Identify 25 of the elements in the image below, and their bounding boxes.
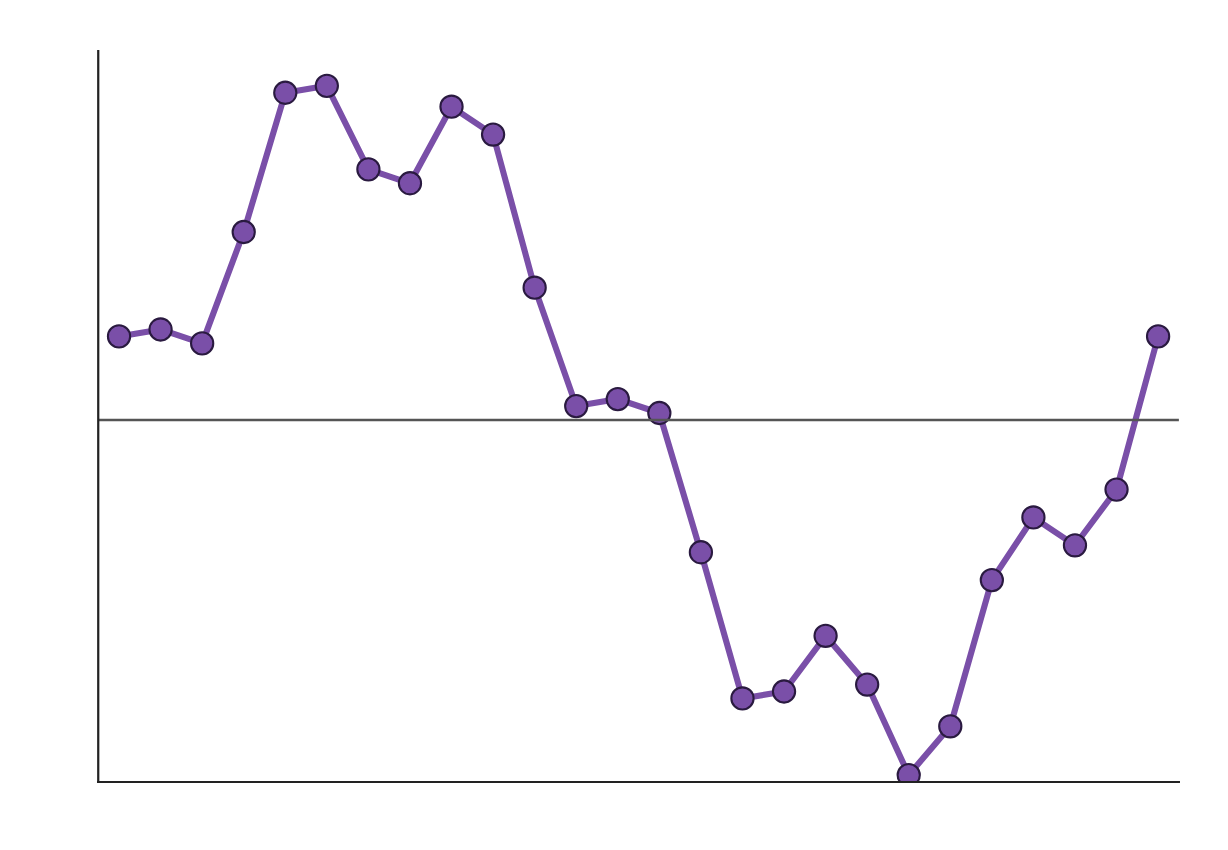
point (938, 714, 963, 739)
point (106, 324, 132, 349)
point (813, 623, 838, 648)
point (273, 80, 298, 105)
point (439, 94, 464, 119)
point (564, 393, 589, 419)
point (522, 275, 547, 300)
point (647, 400, 672, 426)
point (231, 219, 256, 245)
point (1021, 505, 1046, 530)
point (397, 171, 423, 196)
point (688, 540, 714, 565)
point (314, 73, 339, 98)
point (855, 672, 880, 697)
point (730, 686, 755, 711)
point (148, 317, 173, 342)
point (605, 386, 630, 412)
point (356, 157, 381, 182)
point (1145, 324, 1171, 349)
point (1062, 533, 1088, 558)
point (480, 122, 506, 147)
point (1104, 477, 1129, 502)
point (771, 679, 797, 704)
point (190, 331, 215, 356)
point (979, 567, 1004, 593)
